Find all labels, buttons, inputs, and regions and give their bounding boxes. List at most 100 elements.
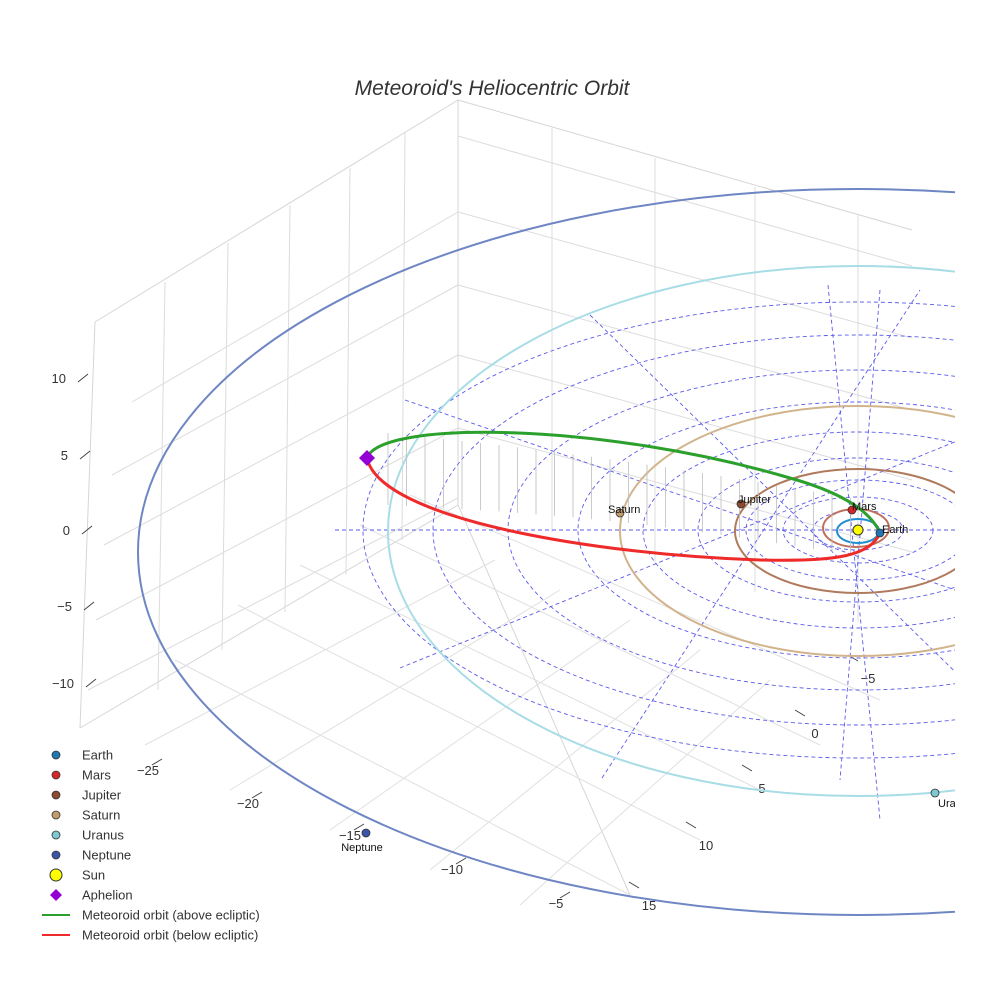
ecliptic-grid-circle: [642, 431, 955, 629]
floor-gridline: [229, 589, 561, 791]
box-edge: [457, 504, 631, 896]
z-tick-mark: [77, 373, 89, 383]
ecliptic-grid-circle: [745, 479, 955, 581]
legend-item: Saturn: [51, 808, 120, 823]
floor-gridline: [359, 524, 821, 746]
legend-marker: [51, 830, 61, 840]
planet-earth: [875, 528, 885, 538]
x-tick-mark: [455, 857, 467, 865]
meteoroid-orbit: [365, 430, 882, 562]
aphelion-marker: [359, 450, 375, 466]
floor-gridline: [429, 649, 701, 871]
legend-item: Neptune: [51, 848, 131, 863]
ecliptic-grid-radial: [404, 399, 955, 591]
z-tick-label: 0: [63, 523, 70, 538]
legend-item: Mars: [51, 768, 111, 783]
floor-gridline: [237, 604, 701, 841]
wall-gridline: [221, 242, 229, 651]
planet-label: Saturn: [608, 504, 640, 516]
legend-label: Mars: [82, 768, 111, 783]
y-tick-mark: [794, 709, 806, 717]
x-tick-mark: [251, 791, 263, 799]
y-tick-label: 10: [699, 838, 713, 853]
wall-gridline: [157, 281, 166, 691]
y-tick-label: 5: [758, 781, 765, 796]
z-tick-label: 10: [52, 371, 66, 386]
y-tick-mark: [741, 764, 753, 772]
ecliptic-grid-circle: [577, 401, 955, 659]
legend-item: Jupiter: [51, 788, 122, 803]
wall-gridline: [457, 284, 913, 411]
wall-gridline: [457, 135, 913, 267]
x-tick-label: −25: [137, 763, 159, 778]
wall-gridline: [457, 211, 913, 339]
floor-gridline: [329, 619, 631, 831]
floor-gridline: [144, 559, 496, 746]
x-tick-mark: [151, 758, 163, 766]
z-tick-label: −5: [57, 599, 72, 614]
legend-label: Aphelion: [82, 888, 133, 903]
planet-uranus: [930, 788, 940, 798]
axis-ticks: 10 5 0 −5 −10 −25 −20 −15 −10 −5 −5 0 5 10 15: [52, 371, 876, 913]
planet-neptune: [361, 828, 371, 838]
box-edge: [79, 321, 96, 729]
legend-item: Meteoroid orbit (above ecliptic): [42, 908, 260, 923]
box-edge: [94, 99, 459, 323]
planet-saturn: [615, 508, 625, 518]
legend-marker: [51, 750, 61, 760]
planet-label: Earth: [882, 524, 908, 536]
orbit-uranus: [387, 265, 955, 797]
floor-gridline: [519, 679, 771, 906]
x-tick-label: −20: [237, 796, 259, 811]
x-tick-mark: [559, 891, 571, 899]
legend-item: Sun: [49, 868, 105, 883]
wall-gridline: [345, 167, 351, 576]
legend-label: Neptune: [82, 848, 131, 863]
wall-gridline: [131, 211, 459, 403]
planet-jupiter: [736, 499, 746, 509]
z-tick-mark: [83, 601, 95, 611]
y-tick-label: 15: [642, 898, 656, 913]
sun-marker: [852, 524, 864, 536]
z-tick-mark: [81, 525, 93, 535]
y-tick-mark: [628, 881, 640, 889]
floor-gridline: [174, 659, 631, 896]
wall-gridline: [103, 354, 459, 546]
legend-marker: [51, 770, 61, 780]
legend-label: Meteoroid orbit (below ecliptic): [82, 928, 258, 943]
legend-marker: [51, 810, 61, 820]
orbit-jupiter: [734, 468, 955, 594]
planet-mars: [847, 505, 857, 515]
legend-marker: [51, 790, 61, 800]
ecliptic-grid-radial: [601, 289, 921, 779]
z-tick-mark: [85, 678, 97, 688]
legend-label: Sun: [82, 868, 105, 883]
floor-gridline: [409, 494, 881, 701]
orbit-neptune: [137, 188, 955, 916]
legend-item: Meteoroid orbit (below ecliptic): [42, 928, 258, 943]
z-tick-label: 5: [61, 448, 68, 463]
planet-label: Mars: [852, 501, 877, 513]
bodies: Earth Mars Jupiter Saturn Uranus Neptune: [341, 450, 974, 854]
wall-gridline: [87, 497, 459, 691]
legend-item: Aphelion: [50, 888, 133, 903]
plot-area: Earth Mars Jupiter Saturn Uranus Neptune: [137, 188, 974, 916]
orbit-saturn: [619, 405, 955, 657]
legend-marker: [50, 889, 62, 901]
box-edge: [457, 99, 913, 231]
legend-item: Uranus: [51, 828, 124, 843]
legend-label: Meteoroid orbit (above ecliptic): [82, 908, 260, 923]
y-tick-label: 0: [811, 726, 818, 741]
ecliptic-grid-radial: [589, 314, 955, 673]
x-tick-label: −5: [549, 896, 564, 911]
planet-label: Jupiter: [738, 494, 771, 506]
wall-gridline: [457, 354, 913, 481]
axis-box: [79, 99, 913, 906]
legend-label: Earth: [82, 748, 113, 763]
wall-gridline: [111, 284, 459, 476]
legend-item: Earth: [51, 748, 113, 763]
planet-label: Neptune: [341, 842, 383, 854]
legend: Earth Mars Jupiter Saturn Uranus Neptune Sun Ap…: [42, 748, 260, 943]
planet-label: Uranus: [938, 798, 974, 810]
